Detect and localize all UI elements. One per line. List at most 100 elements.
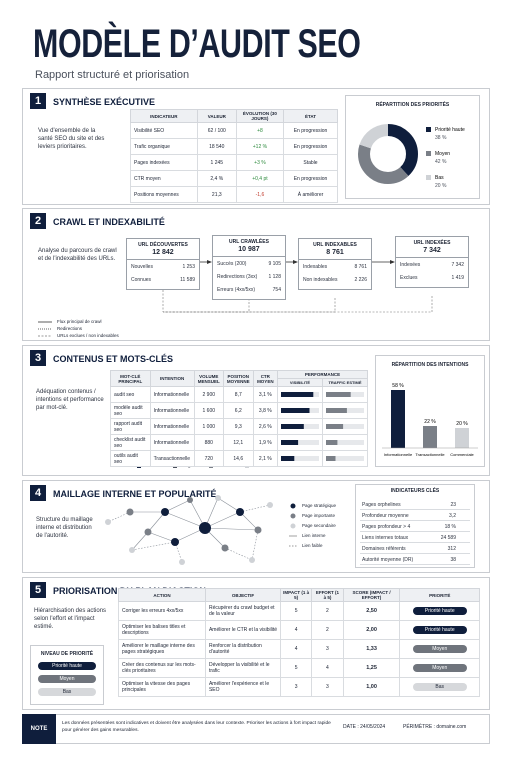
table-cell: Créer des contenus sur les mots-clés pri… xyxy=(118,658,206,678)
network-node xyxy=(249,557,255,563)
table-row: outils audit seo Transactionnelle 720 14,6 2… xyxy=(110,450,368,467)
network-node xyxy=(199,522,211,534)
legend-label: Bas xyxy=(435,175,444,181)
column-header: ÉVOLUTION (30 JOURS) xyxy=(235,109,285,123)
section-description: Adéquation contenus / intentions et perf… xyxy=(36,389,104,411)
table-cell: 3 xyxy=(311,677,344,697)
priority-pill: Moyen xyxy=(412,645,467,653)
priority-pill: Bas xyxy=(38,688,96,696)
section-number: 1 xyxy=(30,93,46,109)
flow-row-value: 9 105 xyxy=(268,261,281,267)
section-title: SYNTHÈSE EXÉCUTIVE xyxy=(53,97,156,107)
chart-panel: RÉPARTITION DES PRIORITÉS Priorité haute 3… xyxy=(345,95,480,199)
column-header: INDICATEUR xyxy=(130,109,198,123)
table-cell: 2,00 xyxy=(342,620,401,640)
section-frame xyxy=(22,88,490,205)
bar-track xyxy=(326,424,364,429)
legend-marker xyxy=(290,513,296,519)
column-header: PERFORMANCE xyxy=(277,370,368,379)
table-cell: 4 xyxy=(311,658,344,678)
arrow-head xyxy=(390,260,395,264)
flow-title: URL DÉCOUVERTES xyxy=(138,242,188,248)
column-header: POSITION MOYENNE xyxy=(222,370,254,387)
table-row: audit seo Informationnelle 2 900 8,7 3,1 % xyxy=(110,386,368,403)
donut-segment xyxy=(358,124,418,184)
flow-row-value: 8 761 xyxy=(354,264,367,270)
performance-cell xyxy=(277,402,323,419)
column-header: VOLUME MENSUEL xyxy=(193,370,224,387)
flow-row-value: 2 226 xyxy=(354,277,367,283)
flow-value: 8 761 xyxy=(326,249,344,256)
data-table: INDICATEUR VALEUR ÉVOLUTION (30 JOURS) ÉTAT… xyxy=(130,109,338,203)
flow-box: URL DÉCOUVERTES 12 842 Nouvelles 1 253 Connu… xyxy=(126,238,200,290)
table-cell: En progression xyxy=(283,170,338,187)
table-cell: Pages indexées xyxy=(130,154,198,171)
value-label: 20 % xyxy=(456,421,468,427)
header-row: MOT-CLÉ PRINCIPAL INTENTION VOLUME MENSUEL… xyxy=(110,370,368,387)
flow-row-label: Indexables xyxy=(303,264,328,270)
table-cell: 4 xyxy=(280,639,313,659)
network-link xyxy=(164,499,191,513)
category-label: Informationnelle xyxy=(384,452,413,457)
legend-label: Lien faible xyxy=(302,543,323,548)
table-cell: Corriger les erreurs 4xx/5xx xyxy=(118,601,206,621)
bar-track xyxy=(326,456,364,461)
network-node xyxy=(187,497,193,503)
network-link xyxy=(131,541,176,551)
performance-cell xyxy=(322,402,368,419)
table-cell: 3 xyxy=(280,677,313,697)
table-cell: 14,6 xyxy=(222,450,254,467)
legend-label: Moyen xyxy=(435,151,450,157)
table-cell: 6,2 xyxy=(222,402,254,419)
section-number: 5 xyxy=(30,582,46,598)
table-cell: audit seo xyxy=(110,386,151,403)
performance-cell xyxy=(277,418,323,435)
priority-cell: Priorité haute xyxy=(399,601,480,621)
graphic xyxy=(281,392,319,397)
table-cell: Informationnelle xyxy=(149,418,195,435)
priority-pill: Priorité haute xyxy=(412,626,467,634)
table-cell: Informationnelle xyxy=(149,386,195,403)
table-cell: 880 xyxy=(193,434,224,451)
network-node xyxy=(171,538,179,546)
network-link xyxy=(239,504,271,513)
flow-row-label: Connues xyxy=(131,277,152,283)
legend-swatch xyxy=(426,151,431,156)
legend-label: Lien interne xyxy=(302,533,326,538)
table-cell: +3 % xyxy=(235,154,285,171)
flow-row-label: Erreurs (4xx/5xx) xyxy=(217,287,256,293)
graphic xyxy=(326,424,364,429)
legend-swatch xyxy=(426,175,431,180)
table-cell: 2 xyxy=(311,601,344,621)
column-header: SCORE (IMPACT / EFFORT) xyxy=(342,588,401,602)
table-cell: Informationnelle xyxy=(149,402,195,419)
priority-legend: NIVEAU DE PRIORITÉ Priorité haute Moyen Bas xyxy=(30,645,104,705)
network-node xyxy=(129,547,135,553)
network-node xyxy=(179,559,185,565)
network-link xyxy=(147,531,176,543)
performance-cell xyxy=(322,386,368,403)
table-row: Positions moyennes 21,3 -1,6 À améliorer xyxy=(130,186,338,203)
graphic xyxy=(281,424,319,429)
table-cell: +0,4 pt xyxy=(235,170,285,187)
flow-title: URL CRAWLÉES xyxy=(229,239,269,245)
network-node xyxy=(236,508,244,516)
priority-pill: Bas xyxy=(412,683,467,691)
graphic xyxy=(281,408,319,413)
flow-row-label: Nouvelles xyxy=(131,264,153,270)
table-cell: 5 xyxy=(280,658,313,678)
kpi-label: Autorité moyenne (DR) xyxy=(362,557,414,563)
priority-pill: Moyen xyxy=(38,675,96,683)
legend-label: Page secondaire xyxy=(302,523,336,528)
priority-pill: Priorité haute xyxy=(38,662,96,670)
network-link xyxy=(224,547,253,561)
table-cell: 1,00 xyxy=(342,677,401,697)
kpi-value: 23 xyxy=(450,502,456,508)
bar xyxy=(391,390,405,448)
table-row: Améliorer le maillage interne des pages … xyxy=(118,639,480,659)
graphic xyxy=(281,456,319,461)
section-number: 3 xyxy=(30,350,46,366)
category-label: Commerciale xyxy=(450,452,474,457)
kpi-value: 18 % xyxy=(444,524,456,530)
